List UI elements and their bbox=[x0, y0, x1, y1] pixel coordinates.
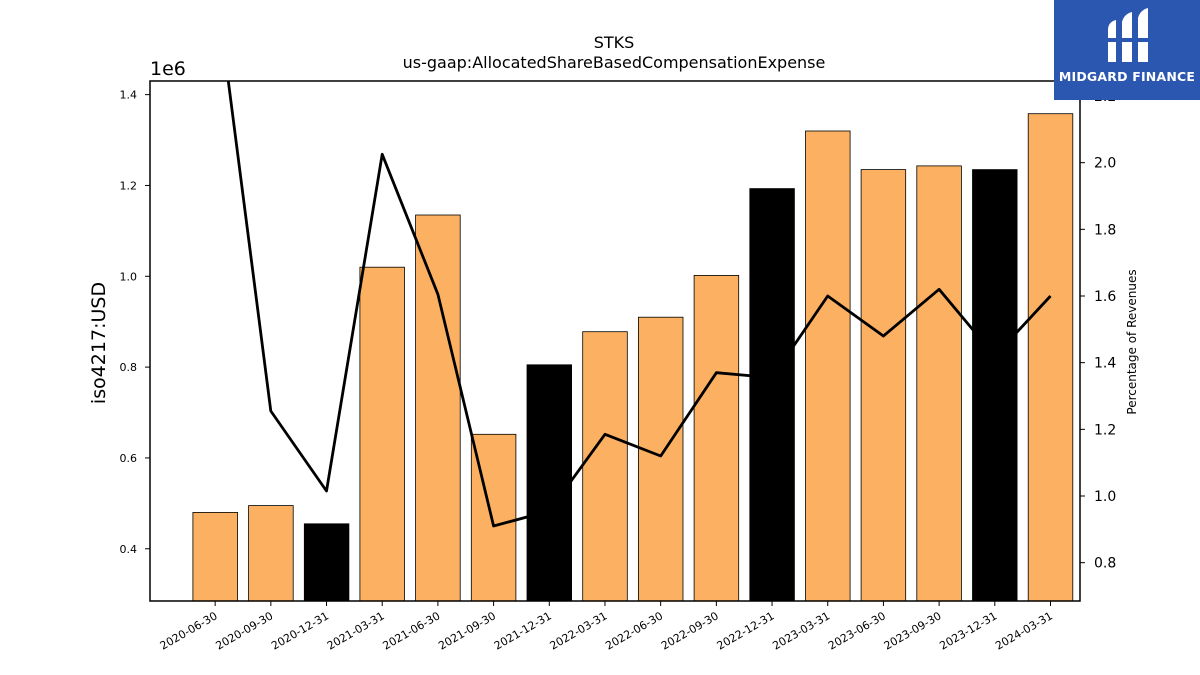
bar-2020-09-30 bbox=[248, 505, 294, 602]
bars-group bbox=[192, 113, 1074, 602]
x-tick-label: 2023-09-30 bbox=[882, 609, 944, 652]
percentage-line bbox=[226, 81, 1052, 528]
y-offset-label: 1e6 bbox=[150, 58, 186, 80]
bar-2022-03-31 bbox=[582, 331, 628, 602]
bar-2023-06-30 bbox=[860, 169, 907, 602]
bar-2021-06-30 bbox=[415, 214, 461, 602]
y2-tick-label: 1.2 bbox=[1094, 422, 1116, 438]
bar-2022-12-31 bbox=[749, 188, 795, 602]
x-tick-label: 2021-09-30 bbox=[436, 609, 498, 652]
x-tick-label: 2020-12-31 bbox=[269, 609, 331, 652]
y-tick-label: 1.0 bbox=[120, 270, 138, 283]
x-tick-label: 2020-06-30 bbox=[158, 609, 220, 652]
x-tick-label: 2022-06-30 bbox=[603, 609, 665, 652]
bar-2020-12-31 bbox=[303, 523, 350, 602]
bar-2022-09-30 bbox=[693, 274, 740, 602]
logo-mark-icon bbox=[1108, 8, 1148, 62]
chart-subtitle: us-gaap:AllocatedShareBasedCompensationE… bbox=[403, 53, 826, 72]
bar-2024-03-31 bbox=[1027, 113, 1074, 602]
y2-tick-label: 1.8 bbox=[1094, 222, 1116, 238]
y-axis-label: iso4217:USD bbox=[88, 282, 110, 404]
y2-tick-label: 1.0 bbox=[1094, 489, 1116, 505]
y2-tick-label: 2.0 bbox=[1094, 156, 1116, 172]
logo-text: MIDGARD FINANCE bbox=[1058, 69, 1196, 84]
chart-title: STKS bbox=[594, 33, 635, 52]
y2-tick-label: 1.4 bbox=[1094, 356, 1116, 372]
bar-2023-12-31 bbox=[972, 169, 1018, 602]
bar-2022-06-30 bbox=[638, 316, 684, 602]
x-tick-label: 2023-03-31 bbox=[770, 609, 832, 652]
y2-tick-label: 1.6 bbox=[1094, 289, 1116, 305]
y-tick-label: 0.6 bbox=[120, 452, 138, 465]
x-tick-label: 2023-12-31 bbox=[937, 609, 999, 652]
y-tick-label: 1.2 bbox=[120, 179, 138, 192]
y-tick-label: 1.4 bbox=[120, 89, 138, 102]
line-group bbox=[226, 81, 1052, 528]
bar-2023-09-30 bbox=[916, 165, 962, 602]
x-tick-label: 2023-06-30 bbox=[826, 609, 888, 652]
y-tick-label: 0.8 bbox=[120, 361, 138, 374]
bar-2021-12-31 bbox=[526, 364, 572, 602]
bar-2023-03-31 bbox=[805, 130, 851, 602]
x-tick-label: 2020-09-30 bbox=[213, 609, 275, 652]
y2-axis-label: Percentage of Revenues bbox=[1125, 269, 1139, 414]
bar-2020-06-30 bbox=[192, 512, 238, 602]
y2-tick-label: 0.8 bbox=[1094, 556, 1116, 572]
plot-frame bbox=[149, 80, 1081, 602]
bar-2021-03-31 bbox=[359, 266, 405, 602]
x-tick-label: 2022-12-31 bbox=[715, 609, 777, 652]
x-tick-label: 2021-06-30 bbox=[381, 609, 443, 652]
x-tick-label: 2022-09-30 bbox=[659, 609, 721, 652]
y-tick-label: 0.4 bbox=[120, 543, 138, 556]
logo: MIDGARD FINANCE bbox=[1054, 0, 1200, 100]
x-tick-label: 2022-03-31 bbox=[548, 609, 610, 652]
x-tick-label: 2021-03-31 bbox=[325, 609, 387, 652]
x-tick-label: 2021-12-31 bbox=[492, 609, 554, 652]
x-tick-label: 2024-03-31 bbox=[993, 609, 1055, 652]
